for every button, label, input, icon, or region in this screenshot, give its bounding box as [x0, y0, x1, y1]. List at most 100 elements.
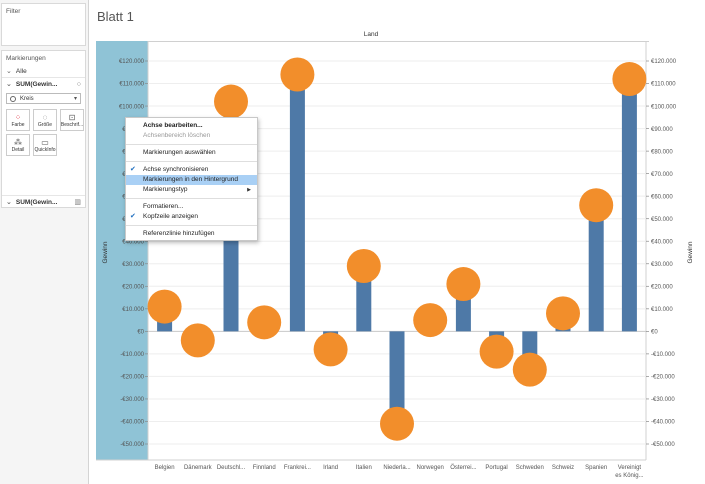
- menu-item-label: Markierungstyp: [143, 186, 188, 193]
- column-header-land[interactable]: Land: [363, 31, 379, 38]
- bar-14[interactable]: [621, 79, 637, 332]
- circle-mark-7[interactable]: [380, 406, 414, 441]
- bar-7[interactable]: [389, 331, 405, 424]
- x-tick-label[interactable]: Frankrei...: [284, 465, 311, 471]
- left-axis-tick-label: €100.000: [119, 104, 145, 110]
- menu-item-formatieren[interactable]: Formatieren...: [126, 202, 257, 212]
- label-button[interactable]: ⊡ Beschrif...: [60, 109, 84, 131]
- x-tick-label[interactable]: Schweiz: [552, 465, 574, 471]
- menu-item-markierungstyp[interactable]: Markierungstyp ▶: [126, 185, 257, 195]
- right-axis-title[interactable]: Gewinn: [687, 241, 694, 263]
- circle-mark-5[interactable]: [313, 332, 348, 367]
- header-divider: [96, 41, 649, 42]
- circle-mark-12[interactable]: [546, 296, 580, 331]
- checkmark-icon: ✔: [130, 166, 136, 173]
- menu-item-label: Achsenbereich löschen: [143, 132, 211, 139]
- marks-title: Markierungen: [6, 55, 46, 62]
- x-tick-label[interactable]: Österrei...: [450, 464, 477, 471]
- x-tick-label[interactable]: Norwegen: [417, 465, 444, 471]
- circle-mark-8[interactable]: [413, 303, 448, 338]
- circle-mark-4[interactable]: [280, 57, 315, 92]
- label-button-label: Beschrif...: [60, 121, 84, 128]
- x-tick-label[interactable]: Schweden: [516, 465, 544, 471]
- menu-item-referenzlinie-hinzufügen[interactable]: Referenzlinie hinzufügen: [126, 229, 257, 239]
- tooltip-button-label: QuickInfo: [34, 146, 56, 153]
- left-axis-tick-label: €30.000: [122, 262, 144, 268]
- bar-13[interactable]: [588, 205, 604, 332]
- left-axis-selected-band[interactable]: [96, 41, 148, 460]
- circle-mark-3[interactable]: [247, 305, 282, 340]
- circle-mark-0[interactable]: [147, 289, 182, 324]
- x-tick-label[interactable]: Finnland: [253, 465, 276, 471]
- tooltip-button[interactable]: ▭ QuickInfo: [33, 134, 57, 156]
- circle-mark-1[interactable]: [180, 323, 215, 358]
- left-axis-tick-label: €20.000: [122, 284, 144, 290]
- left-axis-title[interactable]: Gewinn: [102, 241, 109, 263]
- axis-context-menu: Achse bearbeiten... Achsenbereich löschen…: [125, 117, 258, 241]
- circle-mark-6[interactable]: [346, 249, 381, 284]
- filters-shelf[interactable]: Filter: [1, 3, 86, 46]
- x-tick-label[interactable]: Deutschl...: [217, 465, 246, 471]
- left-axis-tick-label: -€20.000: [120, 375, 144, 381]
- gewinn-chart: €120.000 €110.000 €100.000 €90.000 €80.000 €7…: [96, 41, 694, 479]
- x-tick-label[interactable]: Belgien: [155, 465, 175, 471]
- x-tick-label[interactable]: Niederla...: [383, 465, 411, 471]
- size-icon: ◌: [42, 112, 48, 122]
- marks-buttons: ⁘ Farbe ◌ Größe ⊡ Beschrif... ⁂ Detail ▭: [2, 107, 85, 158]
- left-axis-tick-label: €120.000: [119, 59, 145, 65]
- right-axis-tick-label: -€50.000: [651, 442, 675, 448]
- mark-type-select[interactable]: Kreis ▾: [6, 93, 81, 104]
- filters-title: Filter: [6, 8, 21, 15]
- menu-item-markierungen-in-den-hintergrund[interactable]: Markierungen in den Hintergrund: [126, 175, 257, 185]
- menu-item-achse-bearbeiten[interactable]: Achse bearbeiten...: [126, 121, 257, 131]
- menu-item-markierungen-auswählen[interactable]: Markierungen auswählen: [126, 148, 257, 158]
- size-button[interactable]: ◌ Größe: [33, 109, 57, 131]
- left-axis-tick-label: -€10.000: [120, 352, 144, 358]
- right-axis-tick-label: -€40.000: [651, 420, 675, 426]
- x-tick-label[interactable]: Dänemark: [184, 465, 213, 471]
- color-button[interactable]: ⁘ Farbe: [6, 109, 30, 131]
- checkmark-icon: ✔: [130, 213, 136, 220]
- color-button-label: Farbe: [11, 121, 25, 128]
- marks-measure2-row[interactable]: ⌄ SUM(Gewin... ▥: [2, 195, 85, 208]
- menu-item-label: Achse synchronisieren: [143, 166, 209, 173]
- sheet-title: Blatt 1: [97, 9, 134, 24]
- menu-item-achse-synchronisieren[interactable]: ✔ Achse synchronisieren: [126, 165, 257, 175]
- marks-all-row[interactable]: ⌄ Alle: [2, 65, 85, 77]
- right-axis-tick-label: -€10.000: [651, 352, 675, 358]
- x-tick-label[interactable]: Vereinigt es König...: [615, 465, 644, 479]
- menu-separator: [126, 161, 257, 162]
- circle-mark-11[interactable]: [512, 352, 547, 387]
- circle-mark-14[interactable]: [612, 62, 647, 97]
- right-axis-tick-label: €70.000: [651, 172, 673, 178]
- right-axis-tick-label: €30.000: [651, 262, 673, 268]
- menu-item-label: Markierungen auswählen: [143, 149, 216, 156]
- detail-button[interactable]: ⁂ Detail: [6, 134, 30, 156]
- x-tick-label[interactable]: Spanien: [585, 465, 607, 471]
- left-axis-tick-label: €0: [137, 330, 144, 336]
- left-axis-tick-label: -€50.000: [120, 442, 144, 448]
- circle-mark-2[interactable]: [214, 84, 248, 119]
- menu-item-label: Achse bearbeiten...: [143, 122, 203, 129]
- menu-item-kopfzeile-anzeigen[interactable]: ✔ Kopfzeile anzeigen: [126, 212, 257, 222]
- marks-measure-row[interactable]: ⌄ SUM(Gewin... ○: [2, 77, 85, 90]
- chevron-down-icon: ⌄: [6, 199, 12, 206]
- x-tick-label[interactable]: Irland: [323, 465, 338, 471]
- right-axis-tick-label: €20.000: [651, 284, 673, 290]
- bar-4[interactable]: [289, 76, 305, 332]
- marks-card: Markierungen ⌄ Alle ⌄ SUM(Gewin... ○ Kre…: [1, 50, 86, 208]
- left-axis-tick-label: €110.000: [119, 82, 144, 88]
- mark-type-value: Kreis: [20, 95, 34, 102]
- x-tick-label[interactable]: Portugal: [485, 465, 507, 471]
- x-tick-label[interactable]: Italien: [356, 465, 372, 471]
- bar-6[interactable]: [356, 268, 372, 332]
- marks-measure2-label: SUM(Gewin...: [15, 198, 58, 206]
- circle-mark-13[interactable]: [579, 188, 614, 223]
- circle-mark-9[interactable]: [446, 267, 481, 302]
- marks-all-label: Alle: [15, 67, 27, 75]
- side-panel: Filter Markierungen ⌄ Alle ⌄ SUM(Gewin..…: [0, 0, 89, 484]
- menu-separator: [126, 225, 257, 226]
- circle-mark-10[interactable]: [479, 334, 514, 369]
- menu-item-achsenbereich-löschen: Achsenbereich löschen: [126, 131, 257, 141]
